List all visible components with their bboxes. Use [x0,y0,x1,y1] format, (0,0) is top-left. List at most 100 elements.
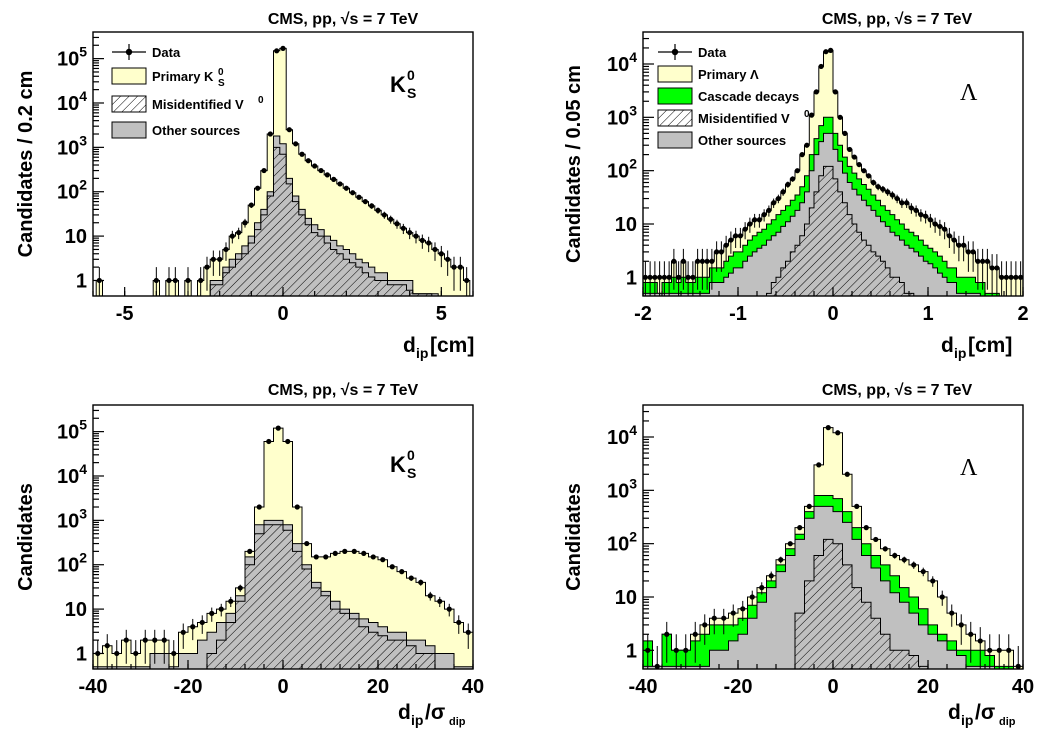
data-point [709,248,715,290]
x-axis-label-sub: ip [416,345,428,361]
data-point [718,241,724,272]
data-point [918,209,924,222]
data-point [854,503,860,509]
data-point [861,168,867,174]
y-axis-label: Candidates / 0.2 cm [15,71,37,258]
y-tick-label: 10 [65,599,87,621]
data-point [432,242,438,261]
data-point [837,114,843,120]
data-point [996,634,1002,669]
data-point [818,63,824,70]
data-point [771,198,777,208]
data-point [370,554,376,560]
data-point [920,567,926,577]
x-tick-label: -1 [729,303,747,325]
legend-label-primary-sup: 0 [218,67,224,78]
data-point [274,48,280,54]
data-point [218,603,224,617]
data-point [949,604,955,627]
data-point [248,202,254,209]
data-point [911,561,917,569]
legend-label-cascade: Cascade decays [698,89,799,104]
data-point [994,254,1000,296]
x-axis-label-main: d [948,701,961,724]
x-axis-label: d ip /σ dip [398,701,466,728]
x-axis-label-main: d [941,334,954,357]
species-label-sub: S [407,85,416,101]
data-point [407,227,413,240]
x-tick-label: -20 [174,676,203,698]
data-point [375,207,381,214]
legend-label-other: Other sources [152,123,240,138]
data-point [426,236,432,253]
data-point [806,503,812,509]
data-point [761,209,767,222]
data-point [1006,634,1012,669]
legend-label-primary-sub: S [218,78,225,89]
x-tick-label: 20 [917,676,939,698]
y-tick-label: 104 [607,422,637,449]
y-tick-label: 105 [57,417,87,444]
y-axis-label: Candidates [563,483,585,591]
data-point [908,203,914,214]
data-point [737,227,743,248]
legend: Data Primary K 0 S Misidentified V 0 Oth… [111,44,264,139]
data-point [369,203,375,209]
data-point [294,504,300,510]
panel-ks-sig: CMS, pp, √s = 7 TeV -40 -20 0 20 40 1 10 102 103… [15,382,484,728]
x-axis-label-main: d [403,334,416,357]
x-tick-label: 5 [436,303,447,325]
misidentified-histogram [643,538,1023,669]
data-point [152,629,158,664]
data-point [690,261,696,296]
data-point [899,198,905,208]
x-tick-label: 20 [367,676,389,698]
data-point [863,525,869,531]
data-point [313,554,319,560]
data-point [699,248,705,290]
data-point [324,172,330,178]
data-point [190,618,196,641]
legend-entry-misid: Misidentified V 0 [657,109,810,127]
data-point [889,191,895,200]
data-point [930,576,936,587]
legend-entry-other: Other sources [111,121,240,139]
y-tick-label: 1 [626,640,637,662]
data-point [332,550,338,557]
data-point [923,210,929,224]
data-point [787,541,793,547]
data-point [970,241,976,272]
data-point [880,185,886,193]
data-point [775,194,781,204]
data-point [951,231,957,254]
data-point [388,215,394,224]
data-point [977,627,983,669]
data-point [299,151,305,157]
data-point [356,194,362,200]
data-point [747,217,753,233]
species-label-sup: 0 [407,447,415,463]
panel-lambda-sig: CMS, pp, √s = 7 TeV -40 -20 0 20 40 1 10 102 103… [563,382,1034,728]
y-tick-label: 104 [607,49,637,76]
x-tick-label: -40 [629,676,658,698]
data-point [968,621,974,663]
data-point [133,640,139,669]
data-point [451,256,457,291]
legend-entry-cascade: Cascade decays [657,87,799,105]
data-point [749,590,755,606]
legend-label-primary: Primary K [152,69,214,84]
data-point [844,471,850,477]
data-point [437,596,443,608]
data-point [851,154,857,160]
x-tick-label: 0 [827,676,838,698]
data-point [171,640,177,669]
data-point [766,205,772,217]
panel-lambda-dip: CMS, pp, √s = 7 TeV -2 -1 0 1 2110102103104 … [563,11,1029,361]
data-point [661,261,667,296]
data-point [756,213,762,228]
x-tick-label: 0 [277,303,288,325]
data-point [381,211,387,219]
panel-title: CMS, pp, √s = 7 TeV [822,382,973,399]
data-point [671,248,677,290]
